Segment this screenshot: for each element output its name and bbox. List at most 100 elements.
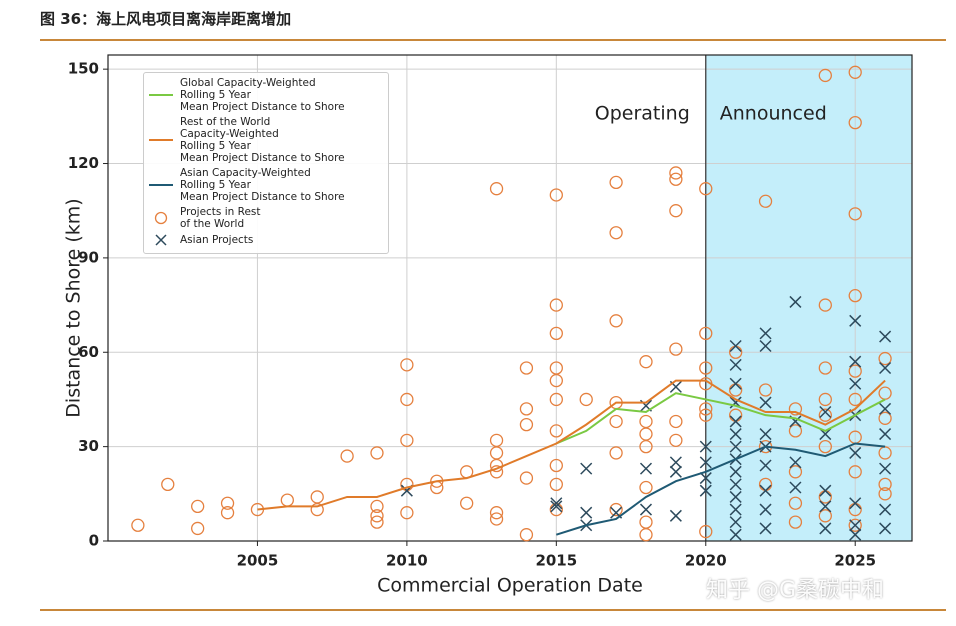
circle-point	[669, 433, 683, 447]
circle-point	[489, 433, 504, 447]
circle-point	[788, 402, 803, 416]
footer-rule	[40, 609, 946, 611]
header-rule	[40, 39, 946, 41]
circle-point	[818, 68, 832, 83]
circle-point	[699, 182, 713, 196]
cross-point	[879, 402, 892, 415]
circle-point	[400, 358, 414, 372]
circle-point	[699, 408, 713, 422]
circle-point	[489, 446, 504, 460]
cross-point	[849, 519, 862, 532]
circle-point	[669, 342, 683, 356]
circle-point	[489, 512, 504, 526]
cross-point	[639, 462, 653, 475]
circle-point	[818, 439, 832, 454]
cross-point	[699, 472, 712, 485]
cross-point	[580, 506, 593, 519]
cross-point	[699, 484, 712, 497]
circle-point	[788, 515, 803, 529]
legend-item: Rest of the World Capacity-Weighted Roll…	[148, 116, 384, 164]
circle-point	[818, 361, 832, 375]
x-tick-label: 2015	[535, 552, 577, 570]
cross-point	[879, 330, 892, 343]
cross-point	[759, 484, 772, 497]
cross-point	[879, 428, 892, 441]
circle-point	[460, 496, 474, 510]
cross-point	[759, 396, 772, 409]
cross-point	[729, 528, 742, 541]
cross-point	[849, 377, 862, 390]
cross-point	[819, 484, 832, 497]
cross-point	[669, 456, 682, 469]
circle-point	[519, 417, 534, 432]
cross-point	[550, 500, 563, 513]
circle-point	[848, 115, 862, 130]
circle-point	[699, 326, 713, 341]
circle-point	[489, 465, 504, 479]
circle-point	[549, 298, 563, 312]
circle-point	[699, 361, 713, 375]
line-series	[556, 442, 886, 536]
circle-point	[519, 402, 534, 416]
circle-point	[639, 427, 653, 441]
legend-label: Global Capacity-Weighted Rolling 5 Year …	[180, 77, 345, 113]
cross-point	[759, 459, 772, 472]
cross-point	[879, 462, 892, 475]
legend-label: Asian Capacity-Weighted Rolling 5 Year M…	[180, 167, 345, 203]
circle-point	[878, 351, 892, 366]
circle-point	[191, 499, 205, 514]
circle-point	[848, 65, 862, 79]
y-tick-label: 90	[78, 248, 99, 266]
legend-item: Asian Capacity-Weighted Rolling 5 Year M…	[148, 167, 384, 203]
cross-point	[669, 465, 682, 478]
circle-point	[220, 506, 235, 520]
circle-point	[220, 496, 235, 510]
circle-point	[131, 518, 145, 532]
annotation: Announced	[720, 103, 827, 125]
legend-marker	[155, 234, 167, 246]
cross-point	[669, 509, 682, 522]
line-series	[257, 379, 886, 511]
circle-point	[758, 194, 773, 208]
legend-swatch	[154, 211, 168, 225]
circle-point	[639, 480, 653, 495]
cross-point	[639, 503, 653, 516]
circle-point	[818, 392, 832, 407]
cross-point	[759, 522, 772, 535]
cross-point	[699, 456, 712, 469]
circle-point	[609, 502, 623, 517]
circle-point	[699, 402, 713, 416]
cross-point	[849, 314, 862, 327]
circle-point	[848, 392, 862, 407]
y-tick-label: 60	[78, 343, 99, 361]
circle-point	[400, 506, 414, 520]
x-tick-label: 2020	[685, 552, 727, 570]
circle-point	[549, 326, 563, 341]
legend-swatch	[149, 139, 173, 141]
circle-point	[699, 524, 713, 539]
circle-point	[848, 518, 862, 532]
legend-marker	[154, 211, 168, 225]
cross-point	[759, 327, 772, 340]
y-tick-label: 0	[89, 532, 99, 550]
circle-point	[878, 487, 892, 501]
x-tick-label: 2005	[237, 552, 279, 570]
cross-point	[759, 428, 772, 441]
legend-label: Projects in Rest of the World	[180, 206, 261, 230]
legend-swatch	[149, 184, 173, 186]
circle-point	[519, 361, 534, 375]
legend-swatch	[149, 94, 173, 96]
circle-point	[489, 182, 504, 196]
circle-point	[878, 386, 892, 400]
circle-point	[639, 515, 653, 529]
cross-point	[729, 440, 742, 453]
shaded-region	[705, 55, 912, 541]
circle-point	[878, 446, 892, 460]
cross-point	[759, 339, 772, 353]
cross-point	[879, 522, 892, 535]
circle-point	[669, 204, 683, 218]
circle-point	[370, 499, 384, 514]
circle-point	[280, 493, 294, 507]
cross-point	[879, 503, 892, 516]
